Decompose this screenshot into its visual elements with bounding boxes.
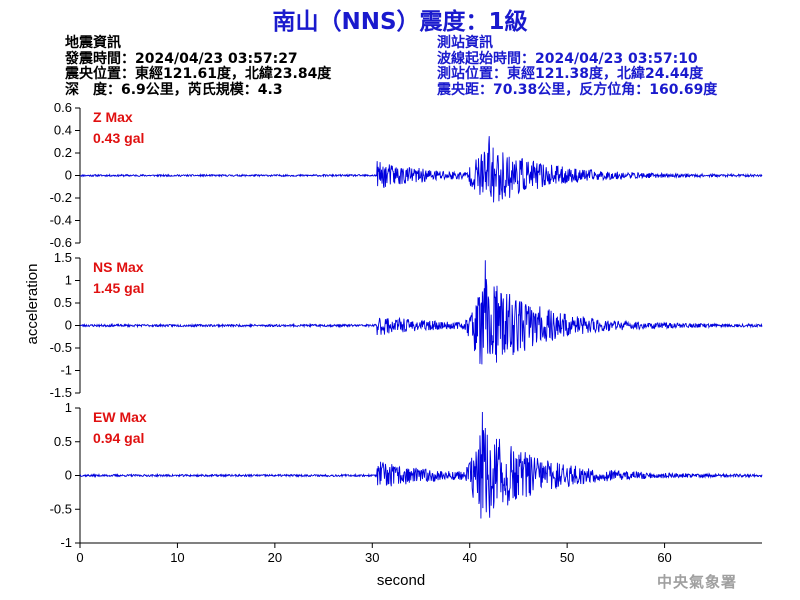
station-info: 測站資訊 波線起始時間：2024/04/23 03:57:10 測站位置：東經1… [437,35,718,98]
y-tick-label-NS: 1 [65,273,72,288]
y-tick-label-Z: 0 [65,168,72,183]
y-tick-label-NS: -1.5 [50,385,72,400]
origin-time: 發震時間：2024/04/23 03:57:27 [65,50,298,67]
x-axis-title: second [377,572,425,589]
y-tick-label-EW: 0 [65,468,72,483]
y-tick-label-Z: 0.6 [54,100,72,115]
station-location: 測站位置：東經121.38度，北緯24.44度 [437,66,704,82]
y-tick-label-Z: -0.6 [50,235,72,250]
distance-azimuth: 震央距：70.38公里，反方位角：160.69度 [437,81,718,98]
x-tick-label: 40 [462,550,476,565]
earthquake-info: 地震資訊 發震時間：2024/04/23 03:57:27 震央位置：東經121… [65,35,332,98]
y-tick-label-NS: -0.5 [50,340,72,355]
epicenter-location: 震央位置：東經121.61度，北緯23.84度 [65,66,332,82]
x-tick-label: 20 [268,550,282,565]
max-label-Z: Z Max [93,109,133,125]
y-tick-label-NS: 0 [65,318,72,333]
waveform-EW [79,412,763,519]
wave-start-time: 波線起始時間：2024/04/23 03:57:10 [437,50,698,67]
depth-magnitude: 深 度：6.9公里，芮氏規模：4.3 [65,81,283,98]
y-axis-title: acceleration [24,264,41,345]
y-tick-label-Z: -0.4 [50,213,72,228]
max-value-EW: 0.94 gal [93,430,144,446]
max-value-Z: 0.43 gal [93,130,144,146]
max-value-NS: 1.45 gal [93,280,144,296]
max-label-EW: EW Max [93,409,147,425]
waveform-NS [79,260,763,365]
y-tick-label-Z: 0.2 [54,145,72,160]
y-tick-label-EW: 1 [65,400,72,415]
cwa-watermark: 中央氣象署 [657,573,738,591]
y-tick-label-EW: -1 [60,535,72,550]
x-tick-label: 50 [560,550,574,565]
y-tick-label-EW: -0.5 [50,501,72,516]
y-tick-label-Z: -0.2 [50,190,72,205]
x-tick-label: 60 [657,550,671,565]
max-label-NS: NS Max [93,259,144,275]
y-tick-label-NS: -1 [60,363,72,378]
x-tick-label: 10 [170,550,184,565]
earthquake-info-heading: 地震資訊 [65,35,121,51]
y-tick-label-NS: 1.5 [54,250,72,265]
y-tick-label-Z: 0.4 [54,123,72,138]
waveform-Z [79,136,763,203]
station-info-heading: 測站資訊 [437,35,493,51]
y-tick-label-EW: 0.5 [54,434,72,449]
x-tick-label: 30 [365,550,379,565]
x-tick-label: 0 [76,550,83,565]
chart-title: 南山（NNS）震度：1級 [272,9,528,35]
y-tick-label-NS: 0.5 [54,295,72,310]
